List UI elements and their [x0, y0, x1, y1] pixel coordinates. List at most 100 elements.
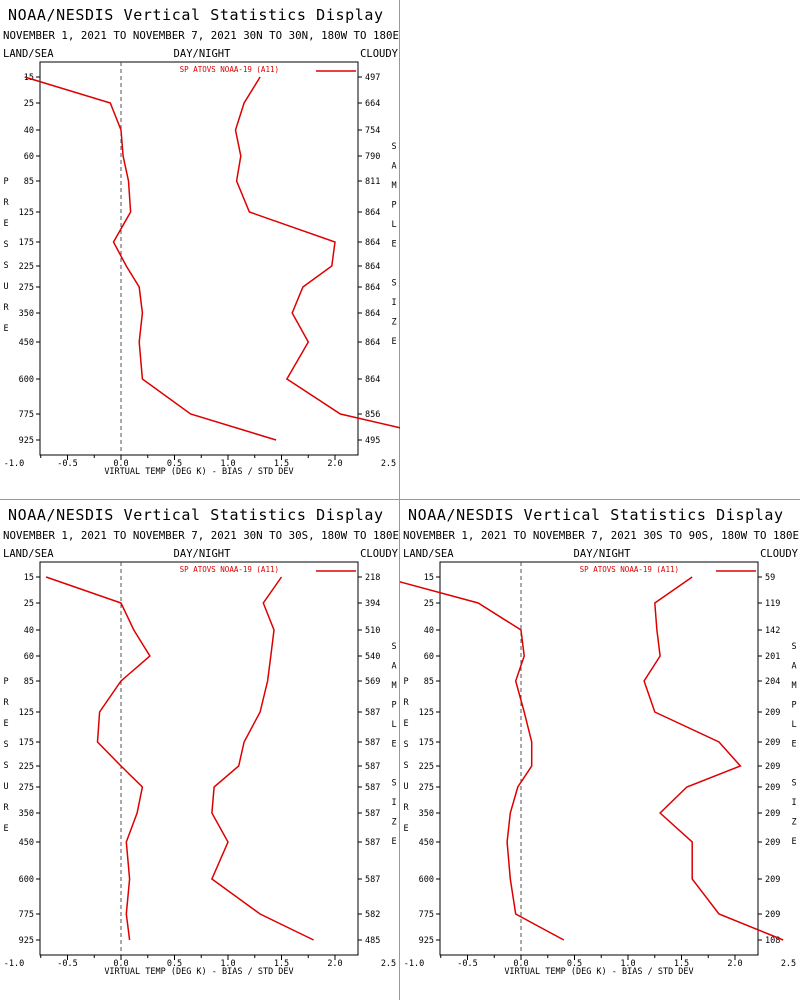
pressure-axis-letter: U	[3, 782, 8, 792]
pressure-axis-letter: R	[3, 303, 9, 313]
chart-title: NOAA/NESDIS Vertical Statistics Display	[8, 6, 384, 24]
sample-size-axis-letter: S	[791, 779, 796, 789]
pressure-level-label: 275	[19, 283, 34, 293]
chart-title: NOAA/NESDIS Vertical Statistics Display	[8, 506, 384, 524]
vertical-stats-chart: NOAA/NESDIS Vertical Statistics Display N…	[3, 6, 400, 477]
std-dev-series-line	[643, 576, 784, 941]
pressure-axis-letter: E	[3, 824, 8, 834]
sample-size-axis-letter: S	[791, 642, 796, 652]
pressure-level-label: 775	[19, 910, 34, 920]
x-tick-label: 1.0	[620, 959, 635, 969]
x-tick-label: -0.5	[457, 959, 477, 969]
sample-size-axis-letter: I	[791, 798, 796, 808]
sample-size-label: 209	[765, 910, 780, 920]
pressure-level-label: 925	[419, 936, 434, 946]
sample-size-axis-letter: P	[391, 201, 396, 211]
cloudy-label: CLOUDY	[360, 48, 399, 60]
pressure-axis-letter: R	[403, 803, 409, 813]
sample-size-axis-letter: E	[791, 837, 796, 847]
pressure-level-label: 175	[419, 738, 434, 748]
pressure-level-label: 350	[19, 309, 34, 319]
sample-size-axis-letter: I	[391, 798, 396, 808]
sample-size-axis-letter: Z	[391, 818, 396, 828]
legend-label: SP ATOVS NOAA-19 (A11)	[580, 565, 679, 574]
x-tick-label: 2.0	[327, 959, 342, 969]
sample-size-axis-letter: E	[391, 337, 396, 347]
sample-size-label: 59	[765, 573, 775, 583]
chart-subtitle: NOVEMBER 1, 2021 TO NOVEMBER 7, 2021 30S…	[403, 530, 799, 542]
sample-size-axis-letter: P	[391, 701, 396, 711]
sample-size-label: 864	[365, 338, 380, 348]
vertical-divider	[399, 0, 400, 1000]
day-night-label: DAY/NIGHT	[574, 548, 632, 560]
x-tick-label: 1.5	[274, 459, 289, 469]
cloudy-label: CLOUDY	[760, 548, 799, 560]
pressure-axis-letter: S	[3, 761, 8, 771]
sample-size-label: 864	[365, 262, 380, 272]
pressure-level-label: 15	[24, 573, 34, 583]
pressure-level-label: 275	[419, 783, 434, 793]
x-tick-label: 0.0	[113, 459, 128, 469]
pressure-level-label: 450	[19, 838, 34, 848]
pressure-level-label: 600	[19, 875, 34, 885]
pressure-level-label: 15	[424, 573, 434, 583]
sample-size-axis-letter: S	[391, 779, 396, 789]
sample-size-axis-letter: S	[391, 642, 396, 652]
pressure-level-label: 175	[19, 738, 34, 748]
x-tick-label: -1.0	[4, 459, 24, 469]
sample-size-axis-letter: L	[391, 220, 396, 230]
x-tick-label: 1.0	[220, 459, 235, 469]
sample-size-label: 587	[365, 783, 380, 793]
sample-size-label: 790	[365, 152, 380, 162]
sample-size-label: 587	[365, 738, 380, 748]
sample-size-label: 209	[765, 738, 780, 748]
pressure-level-label: 450	[19, 338, 34, 348]
pressure-axis-letter: R	[3, 698, 9, 708]
sample-size-axis-letter: M	[391, 181, 396, 191]
pressure-axis-letter: S	[3, 240, 8, 250]
land-sea-label: LAND/SEA	[403, 548, 454, 560]
sample-size-axis-letter: S	[391, 279, 396, 289]
pressure-axis-letter: P	[3, 677, 8, 687]
x-tick-label: 2.5	[381, 459, 396, 469]
sample-size-axis-letter: A	[391, 162, 396, 172]
pressure-axis-letter: R	[403, 698, 409, 708]
panel-southern-high-latitudes: NOAA/NESDIS Vertical Statistics Display N…	[400, 500, 800, 1000]
sample-size-label: 142	[765, 626, 780, 636]
x-tick-label: 1.5	[274, 959, 289, 969]
sample-size-label: 108	[765, 936, 780, 946]
sample-size-label: 119	[765, 599, 780, 609]
pressure-level-label: 925	[19, 436, 34, 446]
sample-size-label: 664	[365, 99, 380, 109]
pressure-axis-letter: E	[3, 719, 8, 729]
sample-size-label: 394	[365, 599, 380, 609]
sample-size-label: 582	[365, 910, 380, 920]
x-tick-label: 1.0	[220, 959, 235, 969]
sample-size-label: 864	[365, 238, 380, 248]
x-tick-label: 0.5	[167, 959, 182, 969]
sample-size-axis-letter: P	[791, 701, 796, 711]
chart-subtitle: NOVEMBER 1, 2021 TO NOVEMBER 7, 2021 30N…	[3, 530, 399, 542]
sample-size-axis-letter: E	[391, 240, 396, 250]
pressure-level-label: 40	[24, 126, 34, 136]
pressure-axis-letter: E	[3, 219, 8, 229]
x-tick-label: 0.0	[113, 959, 128, 969]
sample-size-label: 587	[365, 809, 380, 819]
x-tick-label: -0.5	[57, 459, 77, 469]
pressure-level-label: 225	[19, 762, 34, 772]
sample-size-label: 209	[765, 809, 780, 819]
sample-size-axis-letter: E	[391, 837, 396, 847]
sample-size-label: 587	[365, 838, 380, 848]
land-sea-label: LAND/SEA	[3, 48, 54, 60]
x-tick-label: 2.5	[381, 959, 396, 969]
pressure-level-label: 450	[419, 838, 434, 848]
sample-size-axis-letter: M	[391, 681, 396, 691]
pressure-axis-letter: S	[3, 261, 8, 271]
sample-size-label: 204	[765, 677, 780, 687]
pressure-axis-letter: R	[3, 803, 9, 813]
sample-size-axis-letter: E	[391, 740, 396, 750]
panel-southern-tropics: NOAA/NESDIS Vertical Statistics Display N…	[0, 500, 400, 1000]
pressure-level-label: 275	[19, 783, 34, 793]
sample-size-axis-letter: L	[391, 720, 396, 730]
pressure-level-label: 85	[24, 177, 34, 187]
